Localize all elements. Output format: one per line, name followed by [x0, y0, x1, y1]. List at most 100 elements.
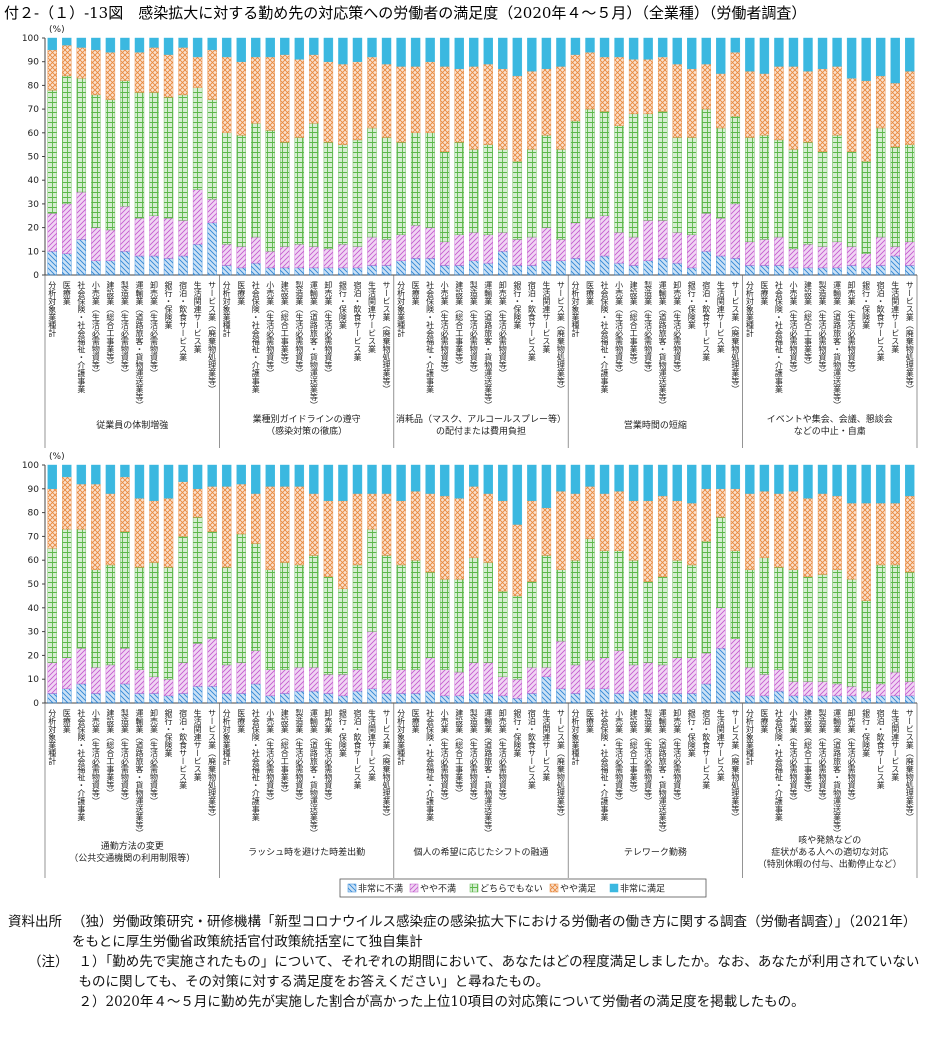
bar-segment — [483, 262, 493, 276]
bar-segment — [221, 56, 232, 133]
bar-segment — [759, 37, 770, 74]
x-tick-label: 小売業（生活必需物資等） — [266, 281, 275, 377]
bar-segment — [745, 493, 755, 570]
group-label: 個人の希望に応じたシフトの融通 — [413, 846, 548, 858]
bar-segment — [745, 137, 755, 243]
bar-segment — [120, 683, 130, 704]
bar-segment — [91, 227, 101, 261]
bar-segment — [352, 669, 363, 692]
bar-segment — [367, 265, 377, 276]
bar-segment — [134, 92, 145, 219]
bar-segment — [323, 500, 334, 578]
bar-segment — [454, 671, 464, 697]
y-tick-label: 40 — [28, 176, 40, 186]
x-tick-label: 銀行・保険業 — [164, 280, 173, 330]
bar-segment — [875, 236, 886, 266]
bar-segment — [759, 695, 770, 704]
bar-segment — [47, 49, 57, 91]
bar-segment — [687, 564, 697, 658]
bar-segment — [381, 239, 392, 266]
bar-segment — [890, 255, 900, 276]
bar-segment — [251, 37, 261, 58]
bar-segment — [701, 540, 711, 654]
bar-segment — [309, 246, 319, 269]
x-tick-label: 小売業（生活必需物資等） — [615, 709, 624, 805]
bar-segment — [236, 134, 246, 247]
bar-segment — [730, 37, 741, 53]
bar-segment — [338, 243, 348, 269]
bar-segment — [178, 693, 188, 704]
bar-segment — [585, 464, 595, 487]
y-axis-label: (%) — [49, 25, 65, 35]
x-tick-label: 生活関連サービス業 — [193, 280, 202, 354]
bar-segment — [265, 130, 275, 252]
x-tick-label: 小売業（生活必需物資等） — [91, 281, 100, 377]
bar-segment — [192, 517, 203, 644]
bar-segment — [527, 149, 537, 238]
bar-segment — [221, 37, 232, 58]
bar-segment — [730, 52, 741, 117]
bar-segment — [716, 73, 726, 129]
bar-segment — [280, 562, 290, 670]
bar-segment — [832, 241, 842, 269]
x-tick-label: サービス業（廃棄物処理業等） — [556, 709, 565, 821]
bar-segment — [512, 161, 523, 240]
bar-segment — [832, 683, 842, 697]
bar-segment — [875, 502, 886, 566]
bar-segment — [62, 657, 72, 689]
bar-segment — [498, 695, 508, 704]
bar-segment — [861, 80, 871, 162]
bar-segment — [323, 267, 334, 276]
bar-segment — [309, 493, 319, 556]
bar-segment — [207, 464, 217, 487]
bar-segment — [91, 260, 101, 276]
bar-segment — [788, 66, 799, 150]
bar-segment — [599, 37, 610, 58]
bar-segment — [352, 139, 363, 247]
bar-segment — [381, 63, 392, 138]
bar-segment — [483, 562, 493, 663]
bar-segment — [367, 493, 377, 530]
bar-segment — [614, 232, 624, 264]
bar-segment — [236, 693, 246, 704]
x-tick-label: 製造業（生活必需物資等） — [295, 280, 304, 377]
x-tick-label: 小売業（生活必需物資等） — [440, 709, 449, 805]
bar-segment — [367, 688, 377, 704]
group-label: 業種別ガイドラインの遵守 — [253, 413, 361, 425]
bar-segment — [716, 607, 726, 649]
bar-segment — [614, 37, 624, 58]
x-tick-label: 小売業（生活必需物資等） — [789, 281, 798, 377]
bar-segment — [338, 37, 348, 65]
bar-segment — [120, 251, 130, 276]
bar-segment — [251, 543, 261, 651]
bar-segment — [672, 693, 682, 704]
bar-segment — [221, 664, 232, 694]
bar-segment — [338, 500, 348, 589]
bar-segment — [265, 669, 275, 697]
bar-segment — [788, 149, 799, 250]
bar-segment — [221, 243, 232, 266]
x-tick-label: 建設業（総合工事業等） — [280, 280, 289, 369]
bar-segment — [469, 662, 479, 694]
bar-segment — [221, 567, 232, 666]
bar-segment — [483, 493, 493, 563]
bar-segment — [149, 37, 159, 48]
legend-label: どちらでもない — [480, 884, 543, 895]
bar-segment — [483, 464, 493, 494]
x-tick-label: 製造業（生活必需物資等） — [469, 708, 478, 805]
bar-segment — [323, 674, 334, 694]
bar-segment — [556, 688, 566, 704]
bar-segment — [527, 37, 537, 72]
bar-segment — [599, 657, 610, 689]
x-tick-label: 建設業（総合工事業等） — [106, 280, 115, 369]
bar-segment — [672, 464, 682, 501]
bar-segment — [585, 538, 595, 661]
x-tick-label: 小売業（生活必需物資等） — [789, 709, 798, 805]
bar-segment — [905, 70, 915, 145]
bar-segment — [207, 99, 217, 200]
bar-segment — [149, 47, 159, 93]
bar-segment — [163, 97, 174, 219]
bar-segment — [643, 500, 653, 582]
x-tick-label: サービス業（廃棄物処理業等） — [208, 709, 217, 821]
